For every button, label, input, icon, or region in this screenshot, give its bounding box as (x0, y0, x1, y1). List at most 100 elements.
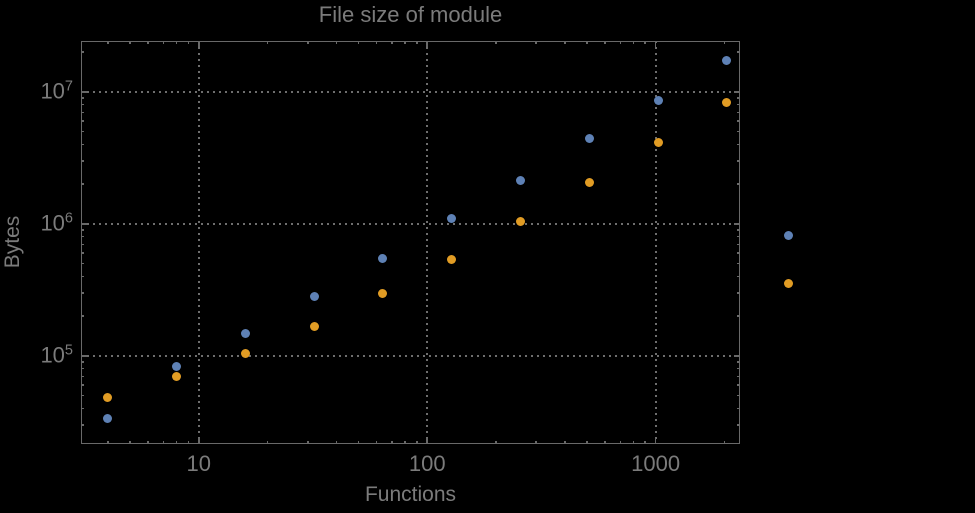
y-major-tick (81, 355, 87, 357)
x-minor-tick (586, 41, 588, 44)
x-minor-tick (129, 441, 131, 444)
x-minor-tick (564, 441, 566, 444)
x-minor-tick (162, 41, 165, 44)
y-minor-tick (81, 407, 84, 410)
y-major-tick (734, 355, 740, 357)
chart-title: File size of module (318, 2, 503, 27)
x-minor-tick (147, 441, 149, 444)
data-point-series-1-blue (653, 96, 663, 106)
data-point-series-1-blue (240, 328, 250, 338)
x-minor-tick (147, 41, 149, 44)
data-point-series-1-blue (783, 231, 793, 241)
y-minor-tick (737, 361, 740, 363)
y-tick-label: 107 (40, 78, 73, 104)
x-minor-tick (416, 41, 418, 44)
y-minor-tick (81, 361, 84, 363)
y-minor-tick (81, 262, 84, 265)
x-minor-tick (644, 441, 646, 444)
x-minor-tick (162, 441, 165, 444)
data-point-series-2-orange (172, 372, 182, 382)
y-minor-tick (81, 424, 84, 426)
data-point-series-2-orange (309, 322, 319, 332)
y-major-tick (734, 91, 740, 93)
x-major-tick (426, 438, 428, 444)
y-gridline (81, 354, 740, 357)
y-minor-tick (737, 229, 740, 231)
data-point-series-1-blue (447, 214, 457, 224)
y-minor-tick (81, 229, 84, 231)
y-minor-tick (81, 51, 84, 53)
x-minor-tick (175, 441, 178, 444)
y-minor-tick (81, 394, 84, 397)
x-minor-tick (416, 441, 418, 444)
y-minor-tick (737, 315, 740, 317)
y-minor-tick (737, 252, 740, 254)
y-minor-tick (737, 130, 740, 133)
y-minor-tick (737, 262, 740, 265)
data-point-series-2-orange (783, 279, 793, 289)
x-minor-tick (723, 41, 726, 44)
data-point-series-1-blue (172, 362, 182, 372)
y-minor-tick (737, 51, 740, 53)
x-minor-tick (391, 41, 393, 44)
x-minor-tick (187, 41, 190, 44)
x-minor-tick (357, 41, 360, 44)
x-major-tick (198, 41, 200, 47)
x-major-tick (654, 41, 657, 47)
data-point-series-1-blue (515, 175, 525, 185)
y-minor-tick (737, 120, 740, 122)
x-minor-tick (357, 441, 360, 444)
y-minor-tick (81, 315, 84, 317)
x-minor-tick (404, 41, 406, 44)
x-minor-tick (632, 41, 635, 44)
data-point-series-2-orange (584, 178, 594, 188)
x-minor-tick (266, 441, 269, 444)
x-minor-tick (307, 441, 309, 444)
x-minor-tick (495, 41, 497, 44)
y-minor-tick (737, 103, 740, 106)
y-minor-tick (81, 367, 84, 370)
x-minor-tick (307, 41, 309, 44)
y-minor-tick (81, 235, 84, 238)
y-minor-tick (737, 183, 740, 185)
data-point-series-2-orange (722, 98, 732, 108)
y-minor-tick (81, 384, 84, 386)
y-minor-tick (81, 292, 84, 294)
x-minor-tick (175, 41, 178, 44)
data-point-series-1-blue (722, 56, 732, 66)
y-minor-tick (81, 160, 84, 162)
x-minor-tick (535, 41, 537, 44)
y-major-tick (734, 223, 740, 225)
y-minor-tick (737, 243, 740, 246)
x-minor-tick (107, 441, 109, 444)
data-point-series-2-orange (447, 255, 457, 265)
y-tick-label: 106 (40, 210, 73, 236)
x-tick-label: 100 (408, 451, 446, 476)
x-minor-tick (335, 441, 338, 444)
y-minor-tick (737, 407, 740, 410)
y-minor-tick (737, 97, 740, 99)
data-point-series-2-orange (103, 393, 113, 403)
y-minor-tick (737, 394, 740, 397)
x-minor-tick (266, 41, 269, 44)
y-minor-tick (737, 367, 740, 370)
x-minor-tick (391, 441, 393, 444)
data-point-series-1-blue (584, 134, 594, 144)
data-point-series-1-blue (309, 292, 319, 302)
data-point-series-2-orange (240, 348, 250, 358)
data-point-series-2-orange (515, 217, 525, 227)
y-minor-tick (737, 375, 740, 378)
x-minor-tick (723, 441, 726, 444)
data-point-series-2-orange (653, 138, 663, 148)
y-minor-tick (737, 275, 740, 278)
x-minor-tick (535, 441, 537, 444)
data-point-series-1-blue (378, 254, 388, 264)
x-axis-label: Functions (364, 483, 457, 506)
y-minor-tick (737, 292, 740, 294)
y-minor-tick (81, 143, 84, 146)
x-minor-tick (564, 41, 566, 44)
plot-frame (81, 41, 740, 444)
x-minor-tick (586, 441, 588, 444)
x-major-tick (198, 438, 200, 444)
